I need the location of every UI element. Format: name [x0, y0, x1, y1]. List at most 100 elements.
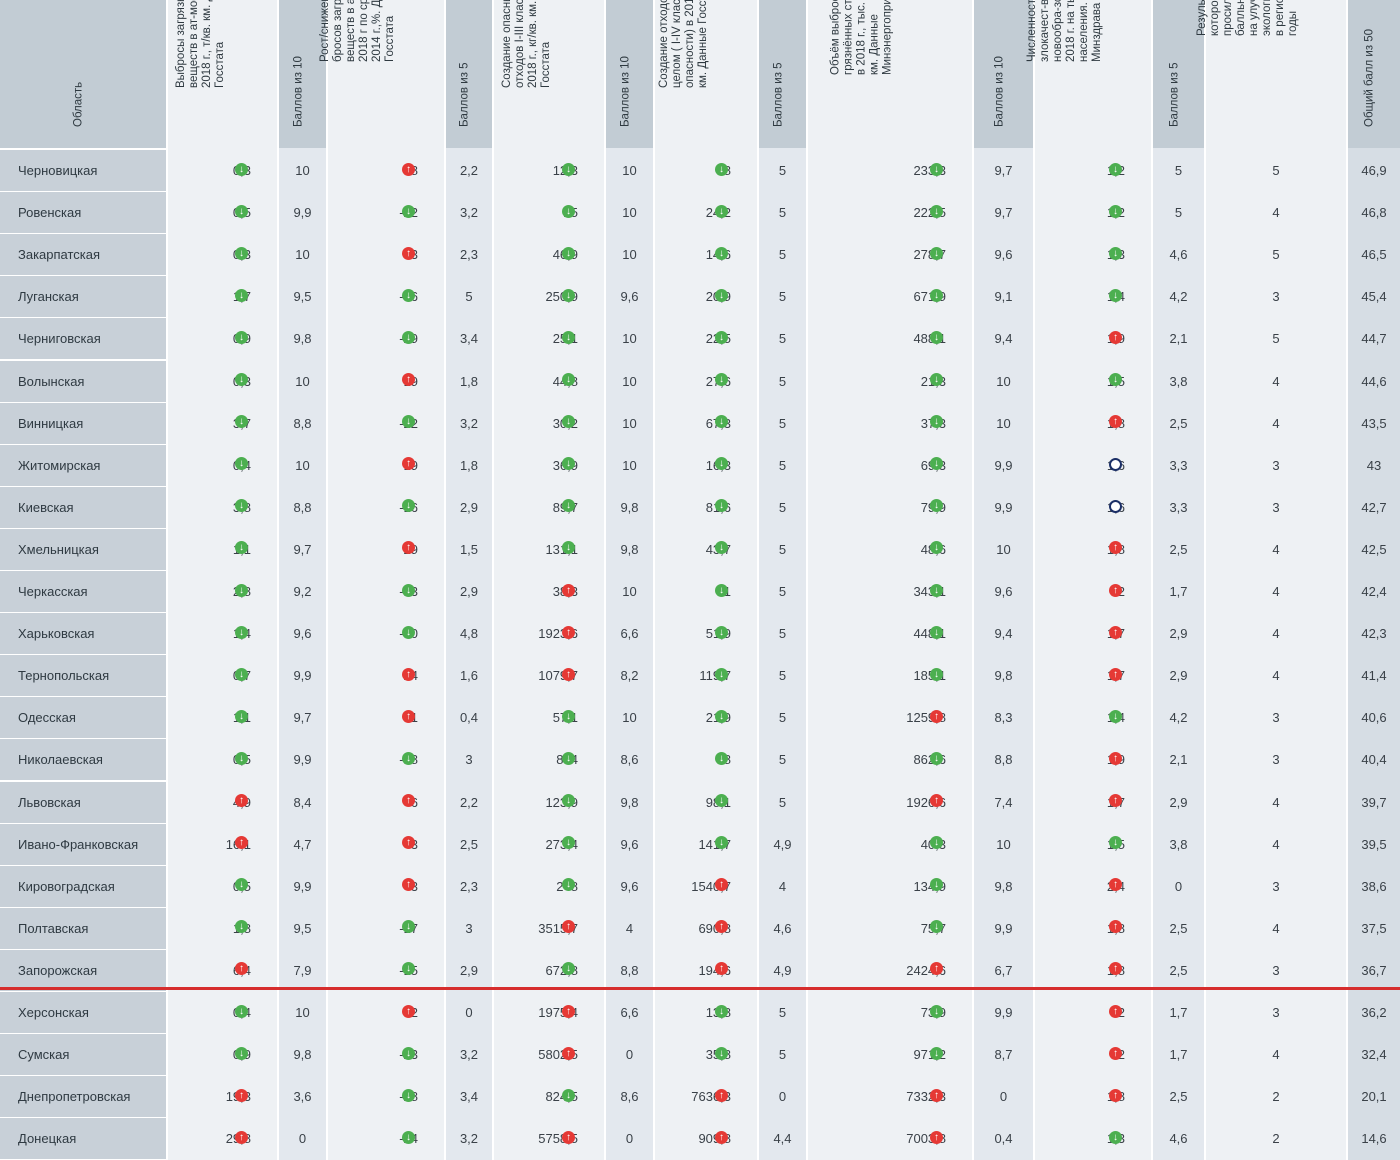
cell-chg: -76↓ [328, 276, 444, 317]
cell-value: 2,9 [1169, 794, 1188, 810]
cell-sur: 3 [1206, 739, 1346, 780]
arrow-down-icon: ↓ [402, 625, 415, 639]
cell-value: Ивано-Франковская [18, 836, 139, 852]
arrow-down-icon: ↓ [715, 288, 728, 302]
cell-s3: 10 [606, 697, 653, 738]
cell-sur: 3 [1206, 992, 1346, 1033]
cell-value: 4 [1272, 541, 1280, 557]
arrow-down-icon: ↓ [402, 962, 415, 976]
arrow-down-icon: ↓ [562, 373, 575, 386]
cell-s5: 10 [974, 529, 1033, 570]
cell-s6: 1,7 [1153, 571, 1204, 612]
header-label-can: Численность боль-ных со злокачест-венным… [1026, 0, 1103, 62]
cell-tot: 39,5 [1348, 824, 1400, 865]
header-label-s6: Баллов из 5 [1168, 62, 1180, 127]
cell-ww: 2424,6 ↑ [808, 950, 972, 991]
cell-tot: 46,5 [1348, 234, 1400, 275]
cell-value: Хмельницкая [18, 541, 99, 557]
cell-s6: 3,3 [1153, 445, 1204, 486]
cell-s1: 9,9 [279, 739, 326, 780]
cell-s2: 0 [446, 992, 492, 1033]
arrow-down-icon: ↓ [235, 709, 248, 723]
cell-can: 1,2↓ [1035, 150, 1151, 191]
cell-s6: 1,7 [1153, 1034, 1204, 1075]
cell-air: 0,3↓ [168, 234, 277, 275]
cell-value: 4 [778, 878, 787, 894]
cell-value: 4 [1272, 668, 1280, 684]
cell-chg: -22↓ [328, 403, 444, 444]
cell-s4: 5 [759, 992, 806, 1033]
cell-value: 40,6 [1361, 710, 1387, 726]
cell-s6: 2,5 [1153, 403, 1204, 444]
cell-s6: 2,9 [1153, 782, 1204, 823]
cell-value: 4,2 [1169, 289, 1188, 305]
cell-tw: 43,7↓ [655, 529, 757, 570]
cell-name: Николаевская [0, 739, 166, 781]
column-s6 [1153, 0, 1204, 1160]
arrow-up-icon: ↑ [562, 583, 575, 597]
cell-tot: 14,6 [1348, 1118, 1400, 1159]
cell-value: 4,7 [293, 836, 312, 852]
header-label-tw: Создание отходов в целом ( I-IV классов … [658, 0, 709, 88]
cell-value: 5 [778, 584, 787, 599]
cell-sur: 3 [1206, 487, 1346, 528]
cell-tw: 22,5↓ [655, 318, 757, 359]
cell-name: Полтавская [0, 907, 166, 949]
cell-can: 1,6 [1035, 445, 1151, 486]
table-row: Ровенская 0,5↓ 9,9 -22↓ 3,2 25↓ 10 24,2↓ 5 222,5↓… [0, 192, 1400, 234]
table-row: Черновицкая 0,3↓ 10 8↑ 2,2 12,3↓ 10 38↓ 5 233,3↓ 9… [0, 150, 1400, 192]
cell-value: 2,9 [1169, 668, 1188, 684]
cell-value: 5 [1174, 163, 1183, 178]
arrow-down-icon: ↓ [562, 836, 575, 850]
cell-value: 10 [996, 373, 1011, 389]
cell-value: 2 [1272, 1131, 1280, 1147]
table-row: Черниговская 0,9↓ 9,8 -29↓ 3,4 25,1↓ 10 22,5↓ 5 4… [0, 318, 1400, 360]
cell-s4: 4,4 [759, 1118, 806, 1159]
cell-can: 1,9↑ [1035, 318, 1151, 359]
cell-s1: 9,5 [279, 908, 326, 949]
arrow-up-icon: ↑ [1109, 1004, 1122, 1018]
cell-value: 9,9 [293, 752, 312, 768]
cell-sur: 4 [1206, 908, 1346, 949]
cell-tw: 13,8↓ [655, 992, 757, 1033]
header-label-chg: Рост/снижение вы-бросов загрязняющих вещ… [319, 0, 396, 62]
arrow-down-icon: ↓ [235, 204, 248, 218]
cell-value: 9,8 [293, 1047, 312, 1063]
cell-can: 2↑ [1035, 571, 1151, 612]
cell-tot: 42,5 [1348, 529, 1400, 570]
cell-air: 0,5↓ [168, 739, 277, 780]
arrow-up-icon: ↑ [402, 667, 415, 681]
cell-s6: 2,5 [1153, 1076, 1204, 1117]
cell-value: 1,8 [459, 373, 479, 389]
cell-value: 44,6 [1361, 373, 1387, 389]
cell-s5: 9,4 [974, 613, 1033, 654]
cell-value: 10 [622, 415, 637, 431]
cell-value: 5 [778, 1047, 787, 1063]
cell-value: 39,7 [1361, 794, 1387, 810]
cell-value: 9,8 [994, 668, 1013, 684]
cell-haz: 672,8↓ [494, 950, 604, 991]
cell-s1: 9,9 [279, 655, 326, 696]
cell-value: 2,5 [459, 836, 479, 852]
cell-value: 4 [1272, 373, 1280, 389]
cell-s6: 4,6 [1153, 234, 1204, 275]
cell-tot: 37,5 [1348, 908, 1400, 949]
cell-haz: 25,1↓ [494, 318, 604, 359]
arrow-down-icon: ↓ [1109, 246, 1122, 260]
cell-chg: -22↓ [328, 192, 444, 233]
arrow-up-icon: ↑ [562, 667, 575, 681]
header-tw: Создание отходов в целом ( I-IV классов … [655, 0, 757, 148]
cell-tw: 24,2↓ [655, 192, 757, 233]
arrow-down-icon: ↓ [1109, 373, 1122, 386]
cell-s5: 10 [974, 824, 1033, 865]
cell-can: 1,3↓ [1035, 234, 1151, 275]
cell-s3: 9,6 [606, 824, 653, 865]
arrow-down-icon: ↓ [715, 836, 728, 850]
cell-ww: 79,9↓ [808, 487, 972, 528]
cell-s1: 8,8 [279, 403, 326, 444]
cell-value: 41,4 [1361, 668, 1387, 684]
cell-s1: 9,7 [279, 697, 326, 738]
cell-value: Львовская [18, 794, 81, 810]
cell-value: 5 [778, 626, 787, 642]
cell-value: 2,2 [459, 794, 479, 810]
